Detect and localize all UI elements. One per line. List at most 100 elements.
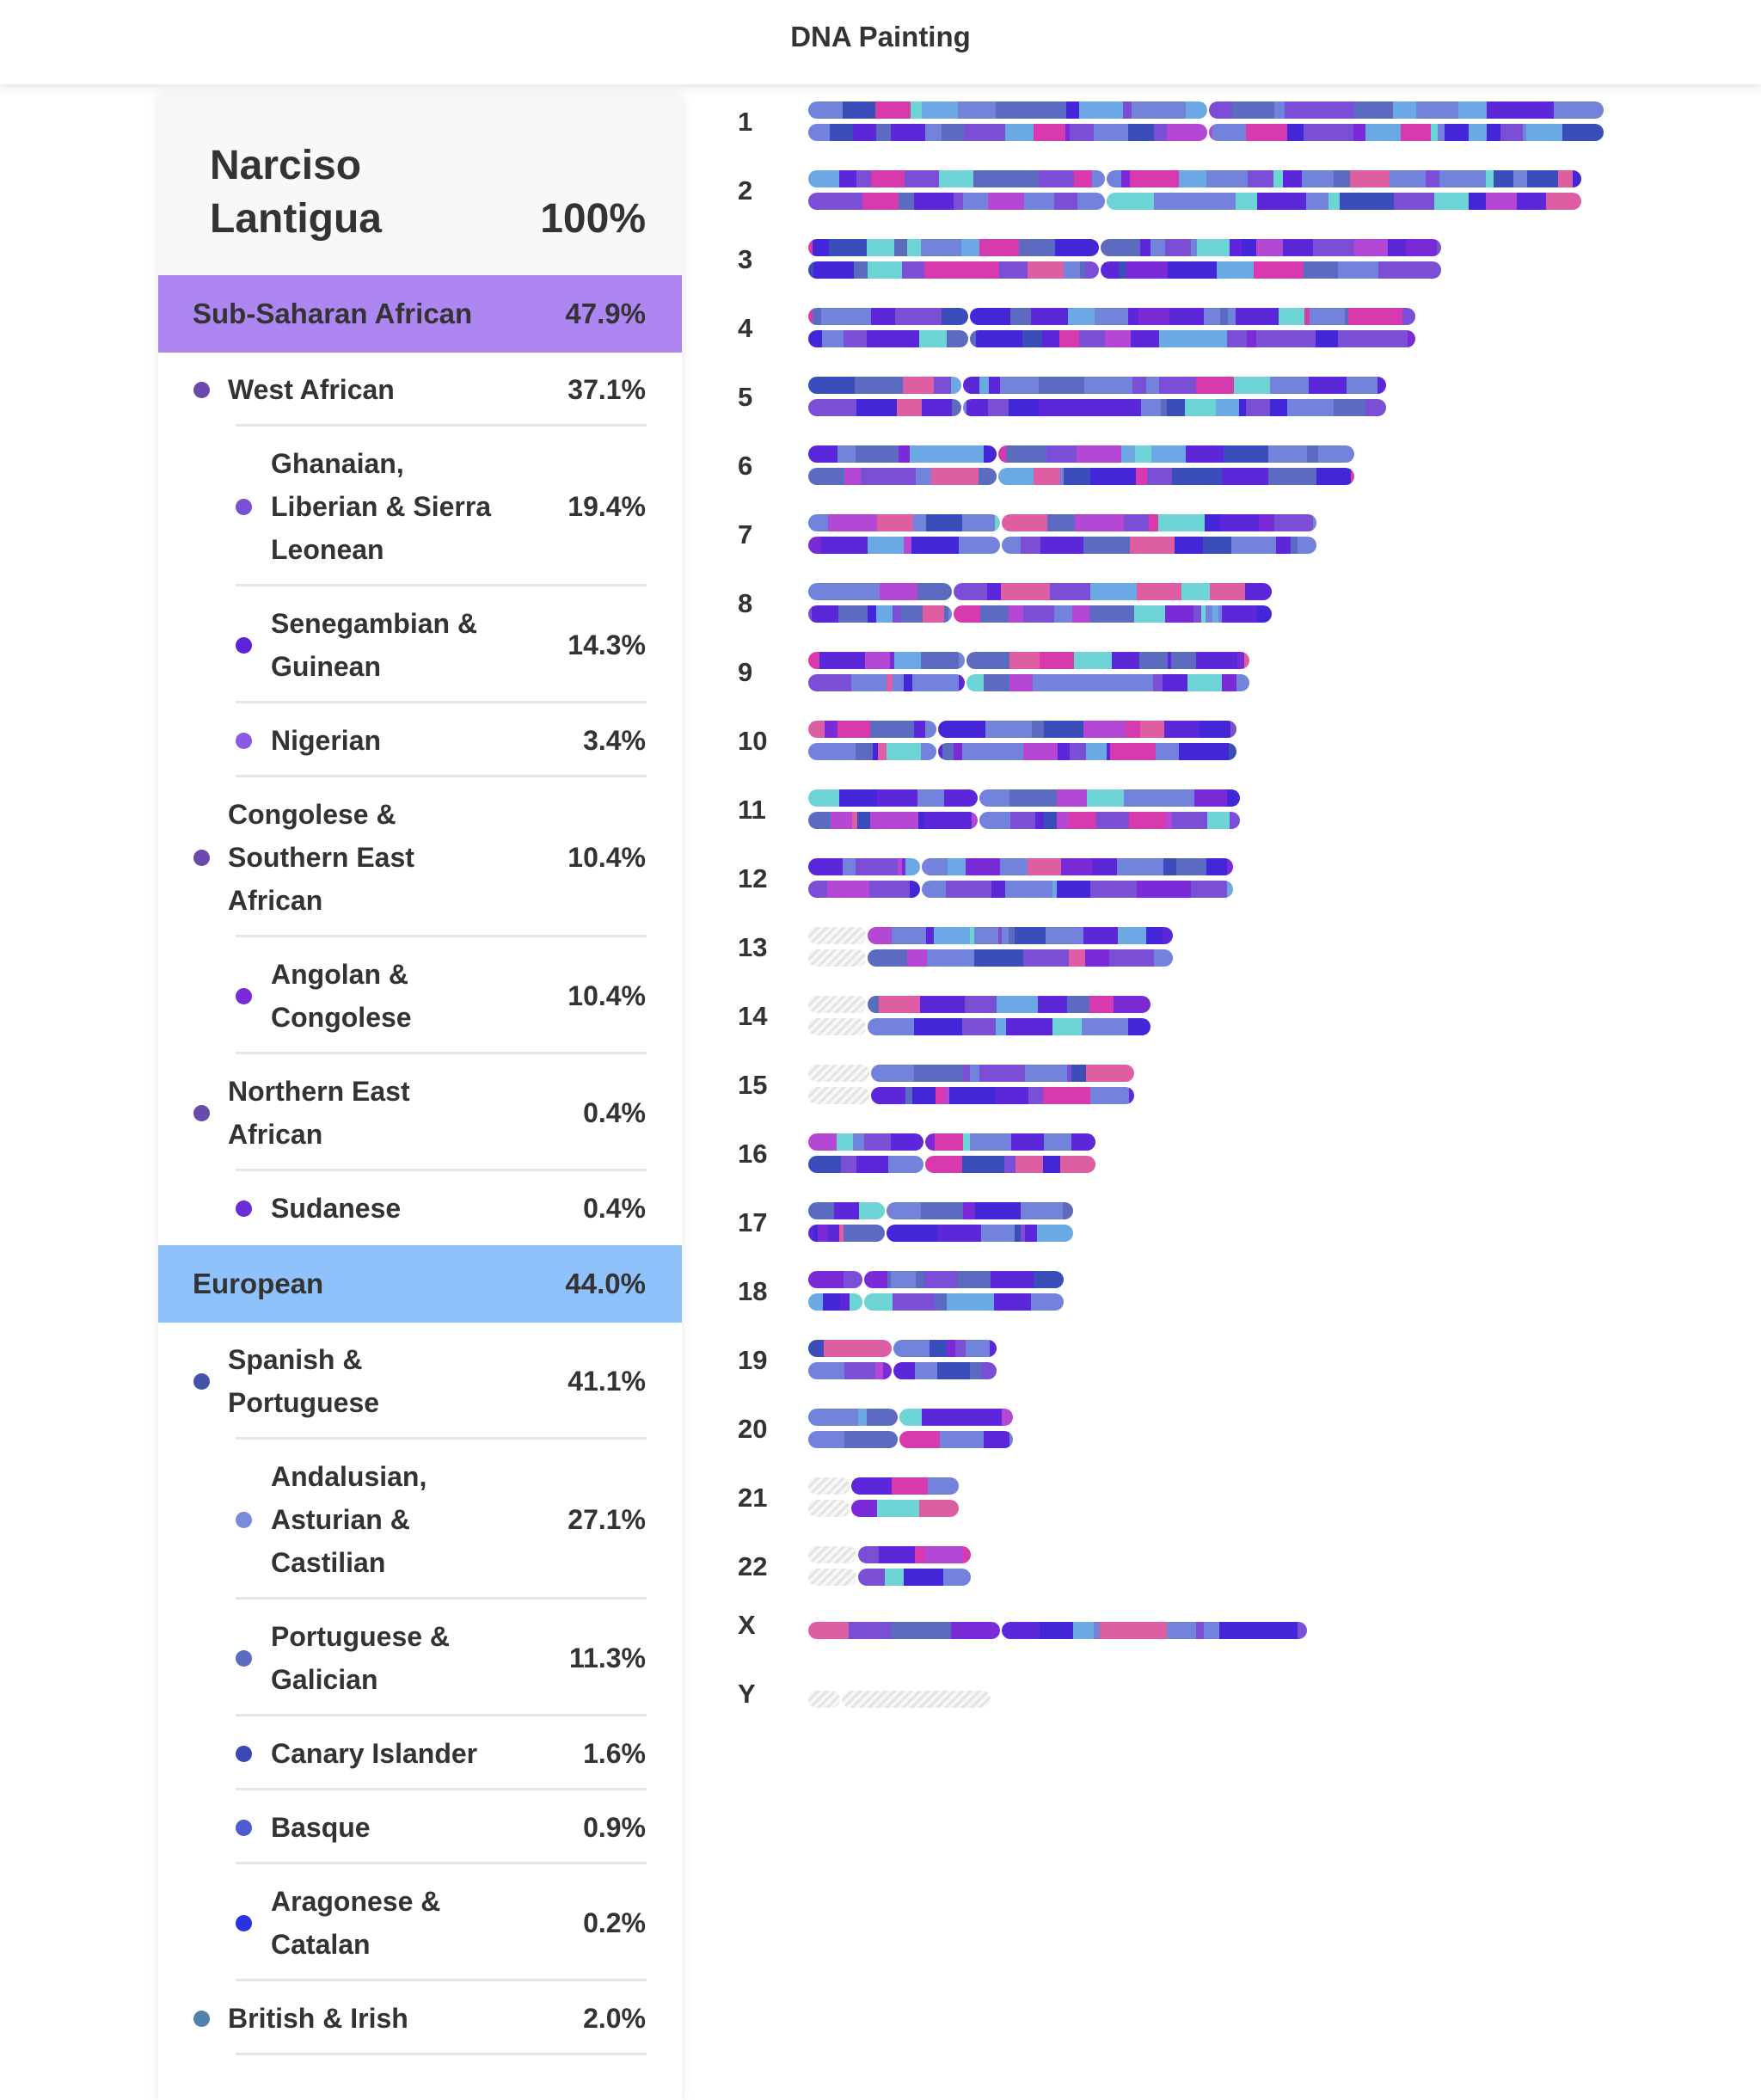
ancestry-segment[interactable] bbox=[1236, 308, 1279, 325]
ancestry-segment[interactable] bbox=[922, 1409, 960, 1426]
ancestry-segment[interactable] bbox=[1206, 605, 1212, 623]
ancestry-segment[interactable] bbox=[1052, 881, 1057, 898]
ancestry-segment[interactable] bbox=[1031, 308, 1068, 325]
ancestry-segment[interactable] bbox=[972, 812, 978, 829]
ancestry-segment[interactable] bbox=[1090, 1087, 1129, 1104]
ancestry-segment[interactable] bbox=[818, 1225, 828, 1242]
ancestry-segment[interactable] bbox=[1096, 812, 1129, 829]
ancestry-segment[interactable] bbox=[1279, 308, 1304, 325]
ancestry-segment[interactable] bbox=[1209, 101, 1232, 119]
ancestry-segment[interactable] bbox=[1164, 721, 1200, 738]
ancestry-segment[interactable] bbox=[887, 1202, 921, 1219]
ancestry-segment[interactable] bbox=[1085, 949, 1109, 967]
ancestry-segment[interactable] bbox=[1353, 124, 1365, 141]
ancestry-segment[interactable] bbox=[926, 927, 934, 944]
ancestry-segment[interactable] bbox=[1086, 1065, 1134, 1082]
ancestry-segment[interactable] bbox=[1354, 101, 1393, 119]
ancestry-segment[interactable] bbox=[851, 674, 887, 691]
ancestry-segment[interactable] bbox=[939, 170, 973, 187]
ancestry-segment[interactable] bbox=[1227, 858, 1233, 875]
ancestry-segment[interactable] bbox=[819, 652, 865, 669]
ancestry-segment[interactable] bbox=[1306, 193, 1328, 210]
ancestry-segment[interactable] bbox=[980, 605, 1009, 623]
ancestry-segment[interactable] bbox=[1039, 377, 1084, 394]
ancestry-segment[interactable] bbox=[1130, 537, 1175, 554]
ancestry-segment[interactable] bbox=[868, 1431, 898, 1448]
ancestry-segment[interactable] bbox=[963, 377, 979, 394]
ancestry-segment[interactable] bbox=[1212, 124, 1246, 141]
ancestry-segment[interactable] bbox=[1035, 812, 1044, 829]
ancestry-segment[interactable] bbox=[1070, 743, 1086, 760]
ancestry-segment[interactable] bbox=[1197, 239, 1230, 256]
ancestry-segment[interactable] bbox=[894, 652, 921, 669]
ancestry-segment[interactable] bbox=[1378, 261, 1413, 279]
ancestry-segment[interactable] bbox=[864, 1271, 887, 1288]
ancestry-segment[interactable] bbox=[963, 1546, 971, 1563]
ancestry-segment[interactable] bbox=[1015, 1156, 1043, 1173]
ancestry-segment[interactable] bbox=[1194, 789, 1227, 807]
ancestry-segment[interactable] bbox=[1242, 239, 1256, 256]
ancestry-segment[interactable] bbox=[942, 124, 964, 141]
ancestry-segment[interactable] bbox=[808, 330, 822, 347]
ancestry-segment[interactable] bbox=[887, 674, 893, 691]
ancestry-segment[interactable] bbox=[954, 583, 987, 600]
ancestry-segment[interactable] bbox=[1191, 239, 1197, 256]
ancestry-segment[interactable] bbox=[1159, 377, 1196, 394]
ancestry-segment[interactable] bbox=[854, 261, 868, 279]
ancestry-segment[interactable] bbox=[910, 445, 951, 463]
ancestry-segment[interactable] bbox=[943, 1569, 971, 1586]
ancestry-segment[interactable] bbox=[867, 1409, 874, 1426]
ancestry-segment[interactable] bbox=[1087, 789, 1124, 807]
ancestry-segment[interactable] bbox=[924, 1546, 963, 1563]
ancestry-segment[interactable] bbox=[955, 1340, 966, 1357]
ancestry-segment[interactable] bbox=[813, 239, 829, 256]
ancestry-segment[interactable] bbox=[905, 858, 920, 875]
ancestry-segment[interactable] bbox=[1094, 124, 1128, 141]
ancestry-row[interactable]: Portuguese & Galician 11.3% bbox=[158, 1600, 682, 1716]
ancestry-segment[interactable] bbox=[1072, 605, 1089, 623]
ancestry-segment[interactable] bbox=[1229, 743, 1236, 760]
ancestry-segment[interactable] bbox=[825, 193, 862, 210]
ancestry-segment[interactable] bbox=[1134, 605, 1165, 623]
ancestry-segment[interactable] bbox=[808, 308, 813, 325]
ancestry-segment[interactable] bbox=[1076, 674, 1124, 691]
ancestry-segment[interactable] bbox=[1004, 1156, 1015, 1173]
ancestry-segment[interactable] bbox=[1085, 261, 1099, 279]
ancestry-segment[interactable] bbox=[940, 1431, 984, 1448]
ancestry-segment[interactable] bbox=[1220, 308, 1228, 325]
ancestry-segment[interactable] bbox=[858, 1546, 879, 1563]
ancestry-segment[interactable] bbox=[1006, 1018, 1052, 1035]
ancestry-segment[interactable] bbox=[1220, 514, 1259, 531]
ancestry-segment[interactable] bbox=[823, 1293, 840, 1311]
ancestry-segment[interactable] bbox=[1204, 1622, 1219, 1639]
ancestry-segment[interactable] bbox=[1137, 881, 1145, 898]
ancestry-segment[interactable] bbox=[998, 445, 1006, 463]
ancestry-segment[interactable] bbox=[873, 1340, 892, 1357]
ancestry-segment[interactable] bbox=[1179, 743, 1229, 760]
ancestry-segment[interactable] bbox=[1052, 1018, 1082, 1035]
ancestry-segment[interactable] bbox=[947, 1293, 994, 1311]
ancestry-segment[interactable] bbox=[1040, 537, 1083, 554]
ancestry-segment[interactable] bbox=[1230, 721, 1236, 738]
ancestry-segment[interactable] bbox=[1069, 812, 1096, 829]
ancestry-segment[interactable] bbox=[937, 1225, 948, 1242]
ancestry-segment[interactable] bbox=[1060, 1156, 1095, 1173]
ancestry-segment[interactable] bbox=[1204, 308, 1220, 325]
ancestry-segment[interactable] bbox=[857, 812, 870, 829]
ancestry-segment[interactable] bbox=[951, 445, 984, 463]
ancestry-segment[interactable] bbox=[1313, 239, 1354, 256]
ancestry-segment[interactable] bbox=[1169, 789, 1194, 807]
ancestry-segment[interactable] bbox=[1210, 583, 1245, 600]
ancestry-segment[interactable] bbox=[1082, 1018, 1128, 1035]
ancestry-segment[interactable] bbox=[1149, 514, 1158, 531]
ancestry-segment[interactable] bbox=[1167, 1622, 1193, 1639]
ancestry-segment[interactable] bbox=[843, 858, 856, 875]
category-header[interactable]: Sub-Saharan African 47.9% bbox=[158, 275, 682, 353]
ancestry-segment[interactable] bbox=[1107, 170, 1121, 187]
ancestry-segment[interactable] bbox=[1156, 743, 1179, 760]
ancestry-segment[interactable] bbox=[962, 514, 995, 531]
ancestry-segment[interactable] bbox=[1101, 239, 1140, 256]
ancestry-segment[interactable] bbox=[834, 1202, 859, 1219]
ancestry-segment[interactable] bbox=[979, 377, 989, 394]
ancestry-segment[interactable] bbox=[893, 949, 907, 967]
